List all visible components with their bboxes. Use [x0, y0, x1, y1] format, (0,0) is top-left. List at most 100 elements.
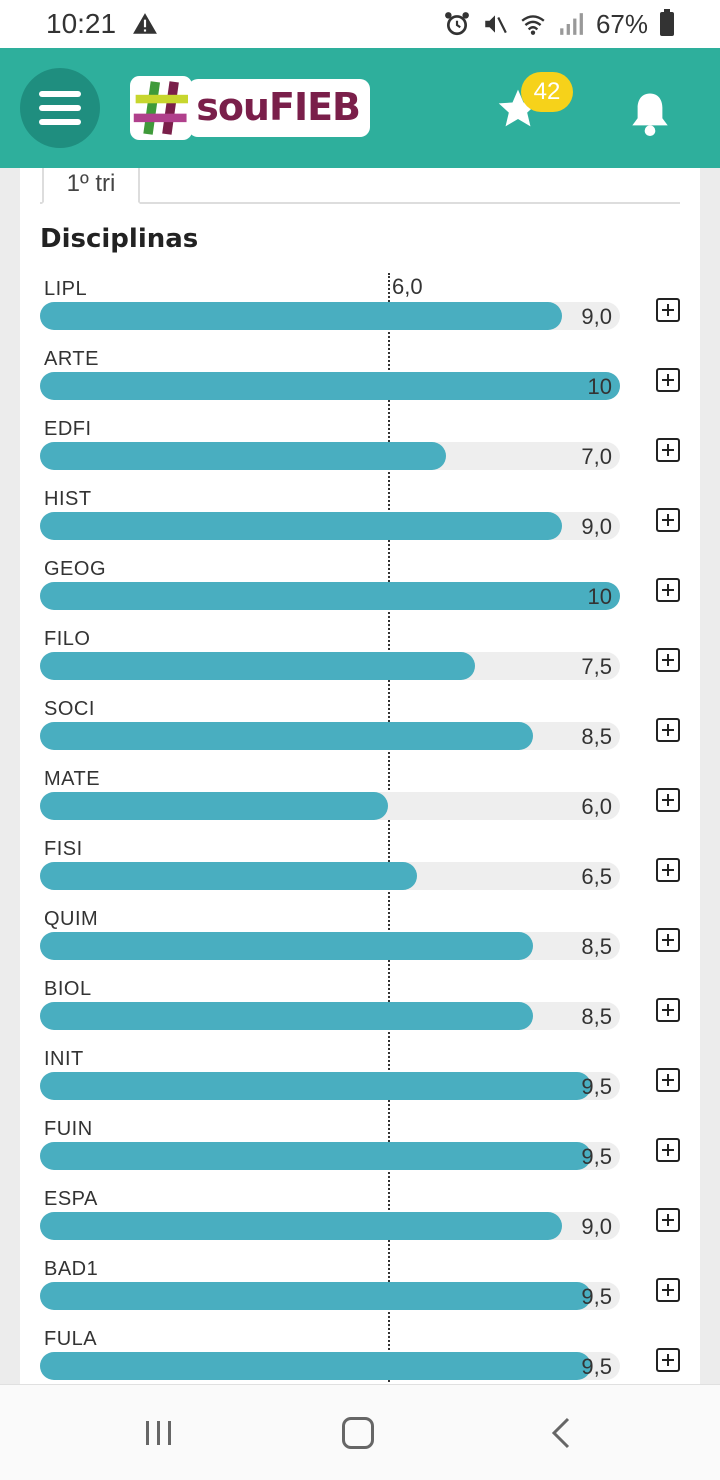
- expand-subject-button[interactable]: [656, 928, 680, 952]
- grade-bar-fill: [40, 722, 533, 750]
- tab-1-tri[interactable]: 1º tri: [42, 168, 140, 204]
- subject-row: GEOG 10: [20, 548, 700, 618]
- expand-subject-button[interactable]: [656, 648, 680, 672]
- subject-row: LIPL 9,0: [20, 268, 700, 338]
- grade-bar-fill: [40, 1282, 591, 1310]
- expand-subject-button[interactable]: [656, 438, 680, 462]
- subject-code: BIOL: [44, 978, 92, 1000]
- subject-row: SOCI 8,5: [20, 688, 700, 758]
- grade-bar-track: 9,5: [40, 1352, 620, 1380]
- hamburger-line: [39, 119, 81, 125]
- mute-icon: [485, 15, 507, 34]
- bell-icon[interactable]: [628, 90, 672, 136]
- subject-code: FILO: [44, 628, 91, 650]
- status-bar: 10:21 67%: [0, 0, 720, 48]
- expand-subject-button[interactable]: [656, 1138, 680, 1162]
- expand-subject-button[interactable]: [656, 1348, 680, 1372]
- battery-icon: [660, 9, 674, 36]
- menu-button[interactable]: [20, 68, 100, 148]
- grade-bar-track: 8,5: [40, 722, 620, 750]
- star-icon[interactable]: [496, 86, 540, 130]
- subject-code: QUIM: [44, 908, 99, 930]
- expand-subject-button[interactable]: [656, 788, 680, 812]
- expand-subject-button[interactable]: [656, 508, 680, 532]
- star-count-badge: 42: [521, 72, 573, 112]
- grade-value: 10: [587, 374, 612, 399]
- grade-value: 7,5: [581, 654, 612, 679]
- subject-row: HIST 9,0: [20, 478, 700, 548]
- grade-value: 9,5: [581, 1354, 612, 1379]
- grade-bar-track: 6,0: [40, 792, 620, 820]
- grade-bar-track: 7,0: [40, 442, 620, 470]
- subject-row: FUIN 9,5: [20, 1108, 700, 1178]
- subject-code: FULA: [44, 1328, 98, 1350]
- grade-value: 6,5: [581, 864, 612, 889]
- expand-subject-button[interactable]: [656, 368, 680, 392]
- grade-bar-fill: [40, 1002, 533, 1030]
- subject-code: MATE: [44, 768, 101, 790]
- recent-apps-icon[interactable]: [144, 1419, 174, 1447]
- home-icon[interactable]: [342, 1417, 374, 1449]
- grade-value: 9,5: [581, 1144, 612, 1169]
- grade-bar-fill: [40, 652, 475, 680]
- subject-row: FULA 9,5: [20, 1318, 700, 1384]
- grade-bar-track: 9,5: [40, 1282, 620, 1310]
- grade-bar-track: 6,5: [40, 862, 620, 890]
- back-icon[interactable]: [548, 1417, 572, 1449]
- signal-icon: [560, 13, 583, 35]
- subject-code: ESPA: [44, 1188, 98, 1210]
- tab-bar: 1º tri: [40, 168, 680, 204]
- grade-value: 9,5: [581, 1284, 612, 1309]
- subject-row: EDFI 7,0: [20, 408, 700, 478]
- grades-card: 1º tri Disciplinas 6,0 LIPL 9,0 ARTE 10 EDFI…: [20, 168, 700, 1384]
- grade-value: 8,5: [581, 724, 612, 749]
- grade-bar-fill: [40, 1142, 591, 1170]
- subject-code: HIST: [44, 488, 92, 510]
- grade-bar-track: 8,5: [40, 932, 620, 960]
- section-title: Disciplinas: [40, 224, 199, 254]
- grade-value: 8,5: [581, 934, 612, 959]
- app-header: souFIEB: [0, 48, 720, 168]
- expand-subject-button[interactable]: [656, 998, 680, 1022]
- subject-code: BAD1: [44, 1258, 99, 1280]
- grade-bar-fill: [40, 1352, 591, 1380]
- grade-bar-fill: [40, 372, 620, 400]
- wifi-icon: [521, 15, 545, 35]
- subject-row: BIOL 8,5: [20, 968, 700, 1038]
- expand-subject-button[interactable]: [656, 858, 680, 882]
- expand-subject-button[interactable]: [656, 298, 680, 322]
- grade-bar-fill: [40, 932, 533, 960]
- grade-value: 9,0: [581, 304, 612, 329]
- expand-subject-button[interactable]: [656, 1208, 680, 1232]
- grade-value: 8,5: [581, 1004, 612, 1029]
- grade-bar-track: 10: [40, 372, 620, 400]
- subject-row: ARTE 10: [20, 338, 700, 408]
- expand-subject-button[interactable]: [656, 1278, 680, 1302]
- hamburger-line: [39, 91, 81, 97]
- grade-bar-fill: [40, 442, 446, 470]
- expand-subject-button[interactable]: [656, 718, 680, 742]
- grade-value: 7,0: [581, 444, 612, 469]
- grade-bar-track: 9,0: [40, 302, 620, 330]
- grade-bar-fill: [40, 582, 620, 610]
- alarm-icon: [445, 12, 469, 36]
- hashtag-logo-icon: [130, 75, 193, 141]
- grade-bar-track: 9,0: [40, 1212, 620, 1240]
- subject-row: ESPA 9,0: [20, 1178, 700, 1248]
- subject-row: FILO 7,5: [20, 618, 700, 688]
- threshold-label: 6,0: [392, 274, 423, 299]
- grade-bar-fill: [40, 1212, 562, 1240]
- grade-bar-track: 9,5: [40, 1072, 620, 1100]
- grade-bar-fill: [40, 1072, 591, 1100]
- battery-percent: 67%: [595, 8, 648, 39]
- logo-text: souFIEB: [188, 79, 370, 137]
- expand-subject-button[interactable]: [656, 1068, 680, 1092]
- grade-value: 6,0: [581, 794, 612, 819]
- subject-code: INIT: [44, 1048, 84, 1070]
- subject-code: GEOG: [44, 558, 107, 580]
- grade-value: 9,0: [581, 514, 612, 539]
- subject-row: MATE 6,0: [20, 758, 700, 828]
- expand-subject-button[interactable]: [656, 578, 680, 602]
- grade-value: 10: [587, 584, 612, 609]
- subject-row: INIT 9,5: [20, 1038, 700, 1108]
